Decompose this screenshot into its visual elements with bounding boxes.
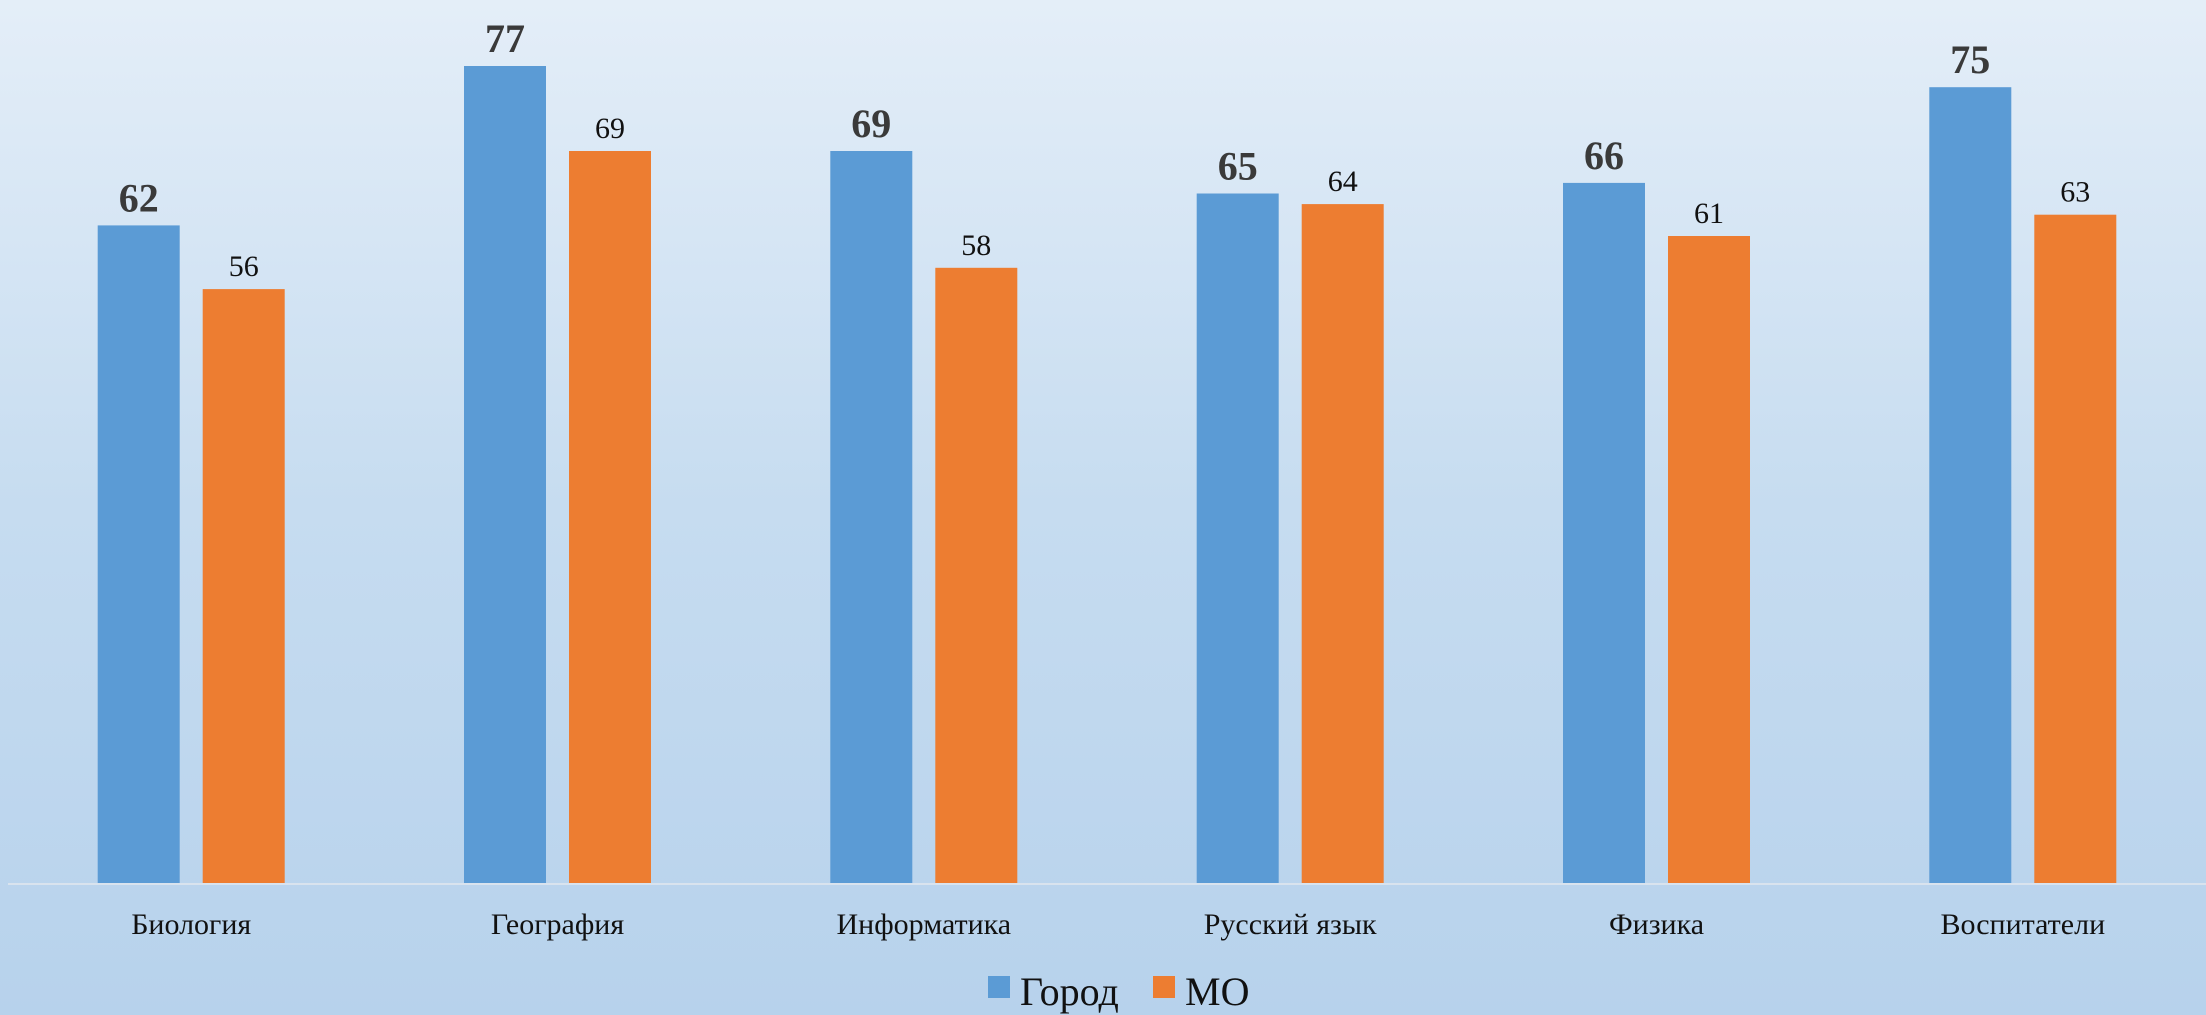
legend-label-mo: МО	[1185, 969, 1249, 1014]
data-label-gorod: 77	[485, 16, 525, 61]
legend-swatch-gorod	[988, 976, 1010, 998]
bar-mo	[569, 151, 651, 884]
data-label-gorod: 66	[1584, 133, 1624, 178]
bar-mo	[1668, 236, 1750, 884]
data-label-gorod: 62	[119, 175, 159, 220]
bar-gorod	[97, 225, 180, 884]
bar-gorod	[1196, 193, 1279, 884]
data-label-mo: 64	[1328, 165, 1358, 198]
category-label: Воспитатели	[1940, 908, 2105, 941]
data-label-gorod: 65	[1218, 144, 1258, 189]
bar-mo	[1301, 204, 1384, 885]
data-label-gorod: 75	[1950, 37, 1990, 82]
legend: Город МО	[988, 969, 1249, 1014]
category-label: Биология	[131, 908, 251, 941]
data-label-mo: 61	[1694, 197, 1724, 230]
bar-gorod	[830, 151, 913, 884]
category-label: Русский язык	[1204, 908, 1377, 941]
data-label-mo: 58	[961, 229, 991, 262]
data-label-mo: 56	[229, 250, 259, 283]
data-label-mo: 69	[595, 112, 625, 145]
bar-gorod	[464, 66, 546, 884]
data-label-gorod: 69	[851, 101, 891, 146]
bar-gorod	[1563, 182, 1645, 884]
legend-label-gorod: Город	[1020, 969, 1119, 1014]
category-label: География	[491, 908, 624, 941]
category-label: Физика	[1609, 908, 1704, 941]
bars-layer: 62 56 77 69 69 58 65 64 66 61 75 63	[97, 16, 2117, 885]
category-labels: Биология География Информатика Русский язык…	[131, 908, 2105, 941]
legend-swatch-mo	[1153, 976, 1175, 998]
bar-gorod	[1929, 87, 2012, 884]
category-label: Информатика	[836, 908, 1011, 941]
bar-mo	[2034, 214, 2117, 884]
data-label-mo: 63	[2060, 176, 2090, 209]
bar-mo	[935, 267, 1018, 884]
bar-mo	[202, 289, 285, 885]
